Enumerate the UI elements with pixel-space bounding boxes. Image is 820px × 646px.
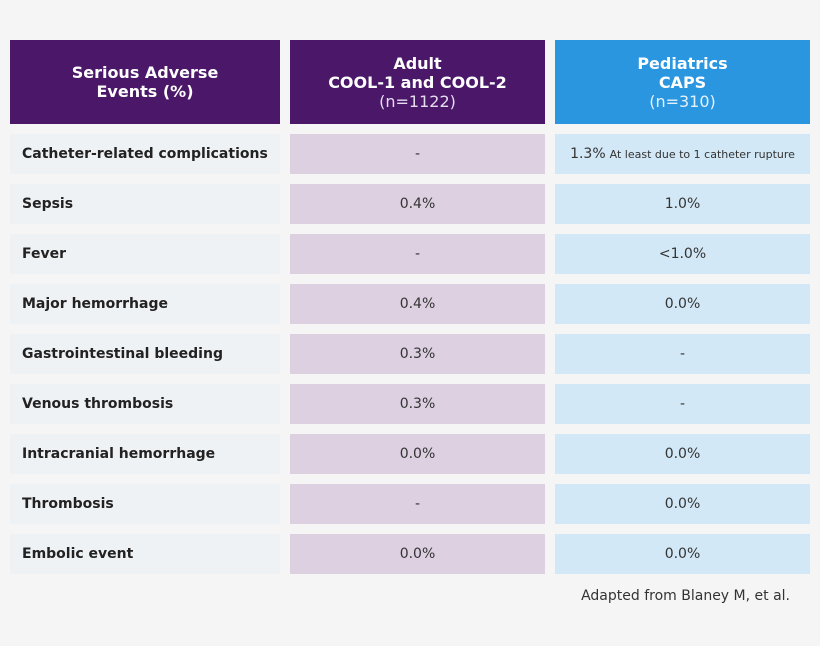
adult-value: 0.4%	[290, 284, 545, 324]
adult-value: 0.3%	[290, 334, 545, 374]
table-row: Thrombosis - 0.0%	[10, 484, 810, 524]
header-pediatrics-n: (n=310)	[649, 91, 716, 111]
header-events-line1: Serious Adverse	[71, 63, 219, 82]
table-row: Major hemorrhage 0.4% 0.0%	[10, 284, 810, 324]
pediatric-value: <1.0%	[555, 234, 810, 274]
adult-value: 0.3%	[290, 384, 545, 424]
pediatric-value-cell: 1.3% At least due to 1 catheter rupture	[555, 134, 810, 174]
row-label: Fever	[10, 234, 280, 274]
table-row: Gastrointestinal bleeding 0.3% -	[10, 334, 810, 374]
pediatric-value-note: At least due to 1 catheter rupture	[609, 147, 795, 161]
header-adult-n: (n=1122)	[379, 91, 456, 111]
source-footnote: Adapted from Blaney M, et al.	[581, 588, 790, 604]
adult-value: -	[290, 234, 545, 274]
row-label: Venous thrombosis	[10, 384, 280, 424]
pediatric-value: 1.3%	[570, 146, 606, 162]
adverse-events-table: Serious Adverse Events (%) Adult COOL-1 …	[10, 40, 810, 584]
header-adult-line1: Adult	[393, 53, 442, 73]
adult-value: 0.0%	[290, 534, 545, 574]
header-events-line2: Events (%)	[96, 82, 194, 101]
table-row: Sepsis 0.4% 1.0%	[10, 184, 810, 224]
row-label: Major hemorrhage	[10, 284, 280, 324]
pediatric-value: 0.0%	[555, 534, 810, 574]
table-row: Embolic event 0.0% 0.0%	[10, 534, 810, 574]
row-label: Thrombosis	[10, 484, 280, 524]
header-pediatrics: Pediatrics CAPS (n=310)	[555, 40, 810, 124]
row-label: Catheter-related complications	[10, 134, 280, 174]
table-row: Catheter-related complications - 1.3% At…	[10, 134, 810, 174]
pediatric-value: 0.0%	[555, 284, 810, 324]
adult-value: -	[290, 484, 545, 524]
adult-value: 0.4%	[290, 184, 545, 224]
table-header-row: Serious Adverse Events (%) Adult COOL-1 …	[10, 40, 810, 124]
pediatric-value: -	[555, 384, 810, 424]
table-row: Fever - <1.0%	[10, 234, 810, 274]
pediatric-value: 0.0%	[555, 434, 810, 474]
pediatric-value: 0.0%	[555, 484, 810, 524]
header-events: Serious Adverse Events (%)	[10, 40, 280, 124]
table-row: Intracranial hemorrhage 0.0% 0.0%	[10, 434, 810, 474]
adult-value: -	[290, 134, 545, 174]
table-row: Venous thrombosis 0.3% -	[10, 384, 810, 424]
row-label: Gastrointestinal bleeding	[10, 334, 280, 374]
row-label: Intracranial hemorrhage	[10, 434, 280, 474]
adult-value: 0.0%	[290, 434, 545, 474]
header-pediatrics-line1: Pediatrics	[637, 53, 728, 73]
row-label: Sepsis	[10, 184, 280, 224]
row-label: Embolic event	[10, 534, 280, 574]
pediatric-value: -	[555, 334, 810, 374]
header-adult-line2: COOL-1 and COOL-2	[328, 72, 507, 92]
header-pediatrics-line2: CAPS	[658, 72, 707, 92]
header-adult: Adult COOL-1 and COOL-2 (n=1122)	[290, 40, 545, 124]
pediatric-value: 1.0%	[555, 184, 810, 224]
